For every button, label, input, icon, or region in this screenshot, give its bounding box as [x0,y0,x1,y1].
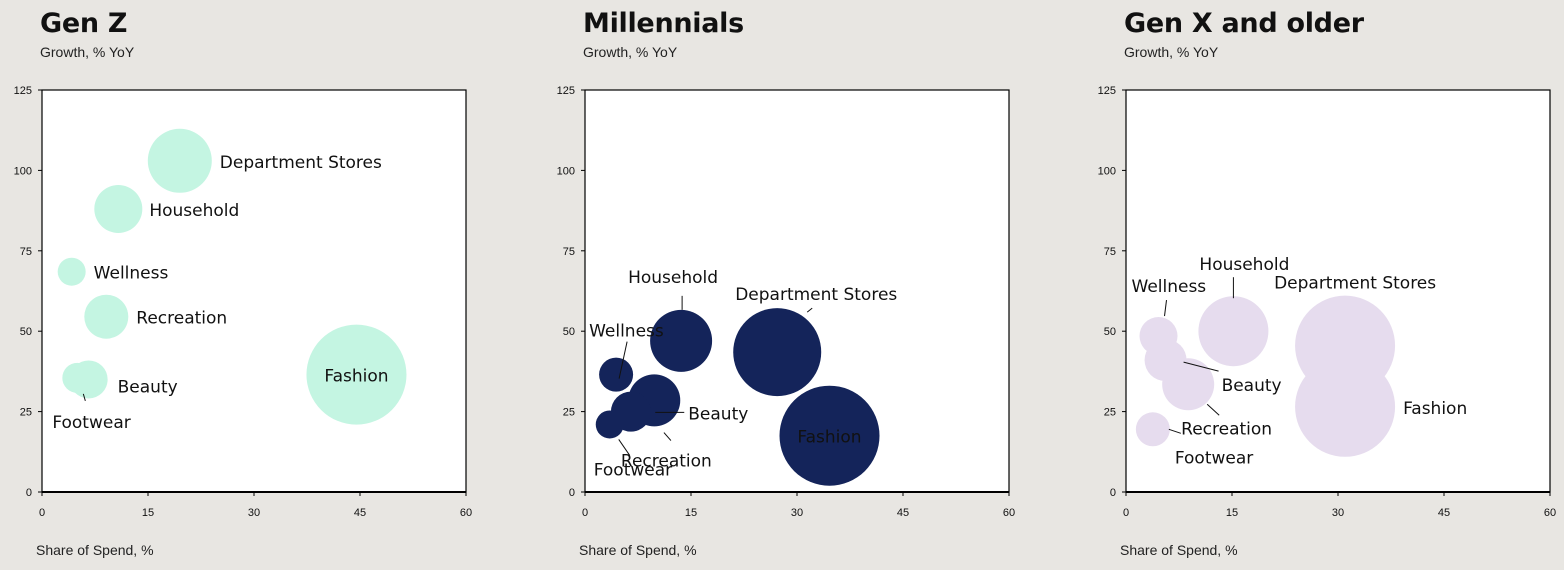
y-axis-label: Growth, % YoY [40,44,135,60]
bubble-label-household: Household [628,268,718,288]
y-tick-label: 25 [1104,407,1116,419]
bubble-wellness [1139,317,1178,356]
bubble-label-beauty: Beauty [1222,376,1282,396]
bubble-department-stores [147,128,212,193]
y-tick-label: 50 [563,326,575,338]
x-tick-label: 45 [354,507,366,519]
x-tick-label: 60 [1544,507,1556,519]
x-tick-label: 30 [791,507,803,519]
leader-line-recreation [1206,403,1220,416]
y-tick-label: 50 [20,326,32,338]
x-axis-label: Share of Spend, % [1120,542,1238,558]
chart-title: Gen Z [40,8,128,39]
bubble-household [650,309,713,372]
y-axis-label: Growth, % YoY [1124,44,1219,60]
bubble-label-household: Household [149,201,239,221]
bubble-label-beauty: Beauty [118,377,178,397]
bubble-footwear [1135,412,1170,447]
x-tick-label: 45 [897,507,909,519]
bubble-household [94,184,143,233]
y-tick-label: 0 [26,487,32,499]
y-tick-label: 100 [14,165,32,177]
leader-line-footwear [618,439,631,456]
bubble-fashion [779,385,880,486]
bubble-label-fashion: Fashion [797,428,861,448]
x-tick-label: 60 [460,507,472,519]
y-tick-label: 0 [569,487,575,499]
chart-panel-gen-z: Gen Z Growth, % YoY Share of Spend, % 0 2… [14,0,560,570]
bubble-label-recreation: Recreation [621,452,712,472]
bubble-wellness [599,357,634,392]
x-tick-label: 15 [1226,507,1238,519]
y-tick-label: 0 [1110,487,1116,499]
x-tick-label: 15 [685,507,697,519]
bubble-label-wellness: Wellness [589,322,664,342]
chart-plot-millennials: 0 25 50 75 100 125 0 15 30 45 60 Household Wellness D… [557,85,1015,519]
x-axis-label: Share of Spend, % [36,542,154,558]
bubble-department-stores [733,308,822,397]
y-tick-label: 75 [20,246,32,258]
y-tick-label: 25 [563,407,575,419]
plot-area [41,89,467,493]
bubble-label-wellness: Wellness [94,264,169,284]
chart-panel-gen-x: Gen X and older Growth, % YoY Share of S… [1098,0,1564,570]
chart-title: Millennials [583,8,744,39]
bubble-label-recreation: Recreation [1181,419,1272,439]
y-tick-label: 50 [1104,326,1116,338]
bubble-label-beauty: Beauty [688,404,748,424]
x-tick-label: 45 [1438,507,1450,519]
bubble-label-fashion: Fashion [1403,399,1467,419]
bubble-recreation [84,294,129,339]
y-tick-label: 100 [1098,165,1116,177]
bubble-label-household: Household [1199,255,1289,275]
x-tick-label: 0 [582,507,588,519]
y-tick-label: 75 [563,246,575,258]
bubble-fashion [1295,356,1396,457]
x-tick-label: 15 [142,507,154,519]
x-tick-label: 60 [1003,507,1015,519]
bubble-footwear [595,410,624,439]
y-tick-label: 125 [1098,85,1116,97]
y-tick-label: 125 [557,85,575,97]
bubble-label-footwear: Footwear [594,460,672,480]
x-axis-label: Share of Spend, % [579,542,697,558]
bubble-label-department-stores: Department Stores [735,285,897,305]
leader-line-beauty [1183,361,1219,372]
leader-line-department-stores [806,307,813,313]
bubble-label-fashion: Fashion [324,367,388,387]
x-tick-label: 30 [1332,507,1344,519]
x-tick-label: 0 [39,507,45,519]
bubble-fashion [306,324,407,425]
bubble-label-wellness: Wellness [1132,277,1207,297]
x-tick-label: 0 [1123,507,1129,519]
chart-title: Gen X and older [1124,8,1364,39]
bubble-label-department-stores: Department Stores [1274,274,1436,294]
bubble-label-footwear: Footwear [1175,448,1253,468]
y-tick-label: 75 [1104,246,1116,258]
leader-line-wellness [1164,299,1168,317]
chart-plot-gen-z: 0 25 50 75 100 125 0 15 30 45 60 Department Stores H… [14,85,472,519]
bubble-household [1198,296,1269,367]
bubble-wellness [57,257,86,286]
bubble-label-recreation: Recreation [136,309,227,329]
y-axis-label: Growth, % YoY [583,44,678,60]
leader-line-wellness [618,341,628,379]
leader-line-recreation [663,432,672,441]
leader-line-footwear [1168,428,1182,434]
leader-line-footwear [82,393,86,401]
y-tick-label: 25 [20,407,32,419]
bubble-label-footwear: Footwear [52,413,130,433]
bubble-footwear [62,362,93,393]
y-tick-label: 100 [557,165,575,177]
chart-panel-millennials: Millennials Growth, % YoY Share of Spend… [557,0,1103,570]
bubble-label-department-stores: Department Stores [220,153,382,173]
y-tick-label: 125 [14,85,32,97]
x-tick-label: 30 [248,507,260,519]
